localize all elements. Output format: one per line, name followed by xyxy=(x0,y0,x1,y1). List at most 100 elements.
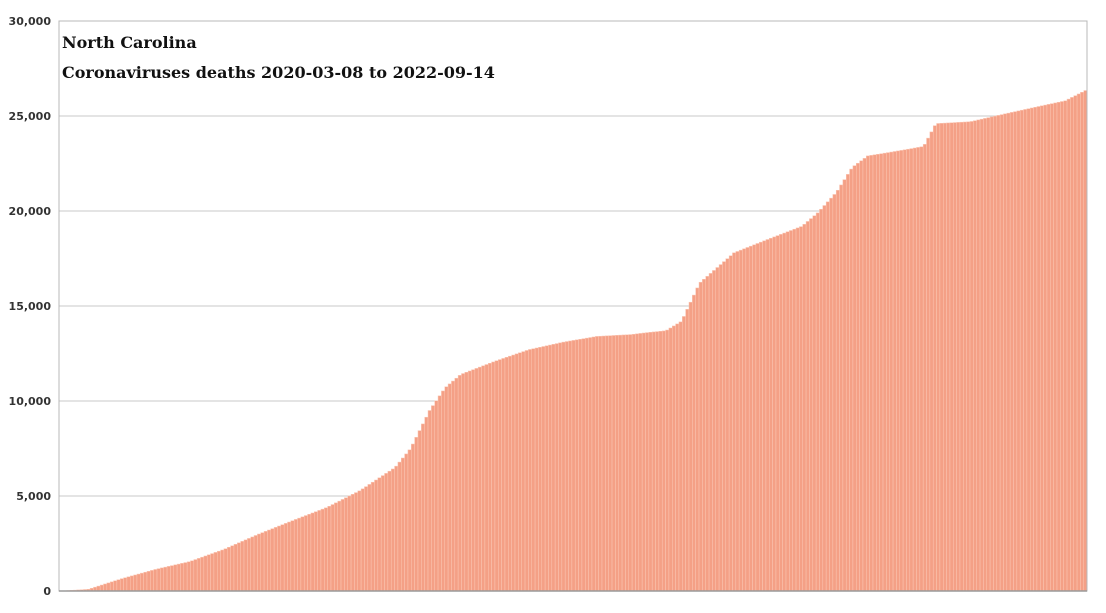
bar xyxy=(163,566,168,592)
bar xyxy=(1056,101,1061,592)
bar xyxy=(531,348,536,592)
bar xyxy=(574,339,579,592)
bar xyxy=(635,333,640,592)
bar xyxy=(504,357,509,592)
bar xyxy=(829,197,834,592)
bar xyxy=(508,355,512,592)
bar xyxy=(263,531,268,592)
bar xyxy=(176,563,181,592)
bar xyxy=(625,334,630,592)
bar xyxy=(146,571,151,592)
bar xyxy=(835,189,840,592)
bar xyxy=(792,228,797,592)
bar xyxy=(227,546,231,592)
bar xyxy=(568,340,573,592)
bar xyxy=(986,117,991,592)
bar xyxy=(216,550,221,592)
bar xyxy=(390,468,395,592)
bar xyxy=(705,276,710,592)
bar xyxy=(498,359,502,592)
bar xyxy=(160,567,164,592)
bar xyxy=(999,114,1004,592)
bar xyxy=(708,273,713,592)
y-tick-label: 0 xyxy=(43,585,51,598)
bar xyxy=(374,479,379,592)
bar xyxy=(963,121,967,592)
bar xyxy=(809,218,814,592)
bar xyxy=(1033,106,1038,592)
bar xyxy=(1053,102,1058,592)
y-tick-label: 25,000 xyxy=(9,110,52,123)
bar xyxy=(494,360,499,592)
bar xyxy=(247,538,251,592)
bar xyxy=(916,147,921,592)
bar xyxy=(936,123,941,592)
bar xyxy=(360,488,365,592)
bar xyxy=(578,339,583,592)
bar xyxy=(404,453,409,592)
bar xyxy=(337,500,342,592)
bar xyxy=(364,486,369,592)
bar xyxy=(661,330,666,592)
bar xyxy=(367,484,372,592)
bar xyxy=(742,248,747,592)
bar xyxy=(678,321,683,592)
bar xyxy=(859,160,864,592)
bar xyxy=(618,334,623,592)
bar xyxy=(983,118,987,592)
bar xyxy=(180,563,185,592)
bar xyxy=(467,370,472,592)
bar xyxy=(558,342,563,592)
bar xyxy=(461,373,466,592)
bar xyxy=(966,121,971,592)
bar xyxy=(718,264,723,592)
bar xyxy=(815,212,820,592)
bar xyxy=(1043,104,1048,592)
bar xyxy=(728,255,733,592)
bar xyxy=(735,251,740,592)
bar xyxy=(200,556,205,592)
bar xyxy=(585,337,589,592)
bar xyxy=(521,351,526,592)
bar xyxy=(956,122,961,592)
bar xyxy=(906,148,911,592)
bar xyxy=(765,239,770,592)
bar xyxy=(748,245,753,592)
bar xyxy=(528,349,532,592)
bar xyxy=(384,473,389,592)
bar xyxy=(601,335,606,592)
bar xyxy=(233,544,238,592)
bar xyxy=(779,234,783,592)
bar xyxy=(290,520,295,592)
bar xyxy=(879,153,884,592)
bar xyxy=(832,194,837,592)
bar xyxy=(769,237,773,592)
bar xyxy=(588,337,593,592)
bar xyxy=(551,344,556,592)
bar xyxy=(524,350,529,592)
axes xyxy=(58,20,1088,592)
bar xyxy=(651,331,656,592)
bar xyxy=(892,151,897,592)
bar xyxy=(173,564,178,592)
bar xyxy=(213,552,218,592)
bar xyxy=(441,390,446,592)
chart-subtitle: Coronaviruses deaths 2020-03-08 to 2022-… xyxy=(62,63,495,82)
bar xyxy=(477,366,482,592)
bar xyxy=(548,344,553,592)
bar xyxy=(638,333,643,592)
bar xyxy=(564,341,569,592)
bar xyxy=(755,243,760,592)
bar xyxy=(370,481,375,592)
bar xyxy=(193,559,198,592)
bar xyxy=(949,122,954,592)
bar xyxy=(1016,110,1021,592)
bar xyxy=(869,155,874,592)
bar xyxy=(103,583,108,592)
bar xyxy=(641,332,646,592)
bars xyxy=(63,90,1088,592)
bar xyxy=(471,369,476,592)
bar xyxy=(541,346,546,592)
bar xyxy=(303,515,308,592)
